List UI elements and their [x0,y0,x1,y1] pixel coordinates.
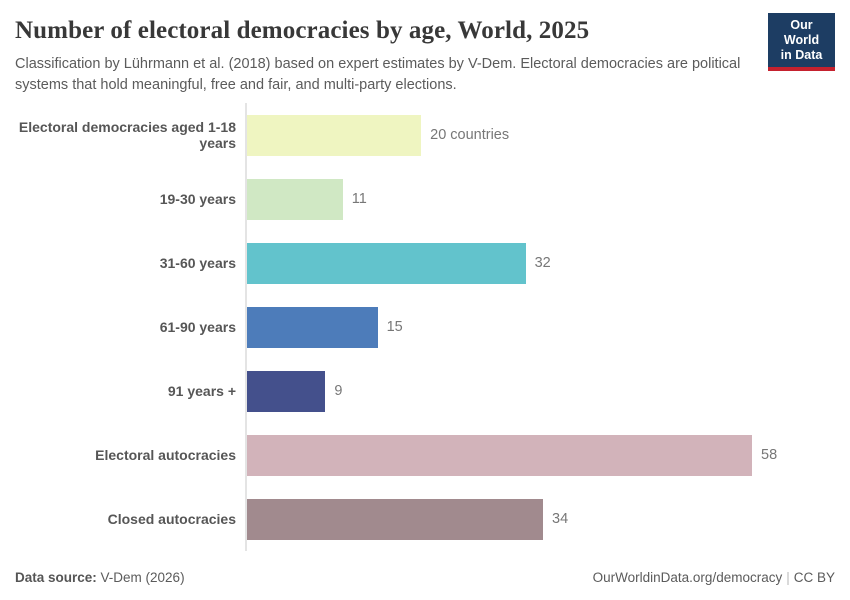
bar-row: 91 years + 9 [0,359,850,423]
footer-separator: | [786,570,790,585]
plot-area: 15 [245,295,850,359]
bar[interactable] [247,434,752,476]
plot-area: 20 countries [245,103,850,167]
value-label: 32 [534,255,551,271]
title-block: Number of electoral democracies by age, … [15,16,755,96]
category-label: 61-90 years [159,318,236,335]
category-label: Electoral autocracies [95,446,236,463]
plot-area: 34 [245,487,850,551]
plot-area: 32 [245,231,850,295]
category-label: 91 years + [167,382,236,399]
category-label: Closed autocracies [107,510,236,527]
plot-area: 9 [245,359,850,423]
bar[interactable] [247,114,422,156]
bar-row: Electoral autocracies 58 [0,423,850,487]
data-source-label: Data source: [15,570,97,585]
bar-row: Electoral democracies aged 1-18 years 20… [0,103,850,167]
value-label: 34 [552,511,569,527]
plot-area: 11 [245,167,850,231]
owid-logo[interactable]: Our World in Data [768,13,835,71]
page-title: Number of electoral democracies by age, … [15,17,590,44]
bar[interactable] [247,242,526,284]
owid-logo-line1: Our World [783,18,820,47]
bar-row: 19-30 years 11 [0,167,850,231]
data-source-value: V-Dem (2026) [96,570,185,585]
value-label: 58 [761,447,778,463]
value-label: 9 [334,383,343,399]
bar-chart: Electoral democracies aged 1-18 years 20… [0,103,850,551]
owid-logo-line2: in Data [780,48,823,62]
plot-area: 58 [245,423,850,487]
bar-row: 31-60 years 32 [0,231,850,295]
footer: Data source: V-Dem (2026) OurWorldinData… [15,570,835,585]
data-source: Data source: V-Dem (2026) [15,570,185,585]
bar[interactable] [247,178,343,220]
bar[interactable] [247,306,378,348]
value-label: 11 [351,191,367,207]
value-label: 20 countries [430,127,510,143]
footer-link[interactable]: OurWorldinData.org/democracy [592,570,783,585]
bar[interactable] [247,498,544,540]
footer-right: OurWorldinData.org/democracy | CC BY [593,570,835,585]
bar[interactable] [247,370,326,412]
value-label: 15 [386,319,403,335]
category-label: 19-30 years [159,190,236,207]
category-label: 31-60 years [159,254,236,271]
category-label: Electoral democracies aged 1-18 years [18,118,236,151]
chart-subtitle: Classification by Lührmann et al. (2018)… [15,56,741,94]
bar-row: Closed autocracies 34 [0,487,850,551]
header: Number of electoral democracies by age, … [15,13,835,96]
bar-row: 61-90 years 15 [0,295,850,359]
license-label: CC BY [793,570,835,585]
